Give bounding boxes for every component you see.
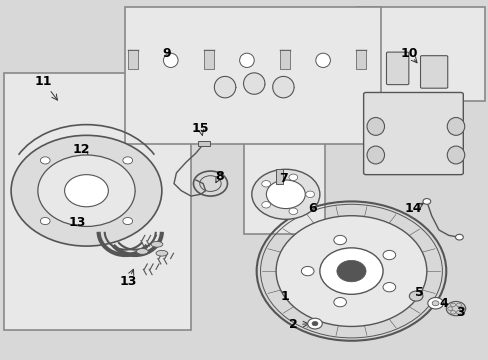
FancyBboxPatch shape	[386, 52, 408, 85]
Circle shape	[288, 208, 297, 215]
Text: 6: 6	[307, 202, 316, 215]
Ellipse shape	[151, 242, 163, 247]
Ellipse shape	[366, 117, 384, 135]
Circle shape	[41, 157, 50, 164]
Circle shape	[455, 234, 462, 240]
Circle shape	[333, 235, 346, 245]
Circle shape	[261, 202, 270, 208]
Text: 12: 12	[73, 143, 90, 156]
Bar	[125, 7, 380, 144]
Text: 7: 7	[279, 172, 287, 185]
Ellipse shape	[239, 53, 254, 67]
Text: 3: 3	[456, 306, 464, 319]
Bar	[280, 50, 289, 69]
Text: 2: 2	[288, 318, 297, 331]
Bar	[356, 7, 484, 102]
Circle shape	[261, 181, 270, 187]
Ellipse shape	[136, 249, 148, 254]
Circle shape	[431, 301, 438, 306]
Ellipse shape	[214, 76, 235, 98]
Circle shape	[333, 297, 346, 307]
Circle shape	[251, 169, 319, 219]
Circle shape	[422, 199, 430, 204]
FancyBboxPatch shape	[420, 56, 447, 88]
Circle shape	[456, 303, 460, 307]
Text: 10: 10	[399, 47, 417, 60]
Circle shape	[64, 175, 108, 207]
Bar	[276, 169, 283, 184]
Text: 8: 8	[214, 170, 223, 183]
Text: 15: 15	[192, 122, 209, 135]
Bar	[4, 73, 191, 330]
Text: 4: 4	[439, 297, 447, 310]
Circle shape	[447, 307, 452, 310]
Text: 13: 13	[119, 275, 136, 288]
Bar	[244, 141, 324, 234]
Text: 9: 9	[162, 47, 171, 60]
Ellipse shape	[272, 76, 293, 98]
Bar	[127, 50, 137, 69]
Circle shape	[305, 191, 314, 198]
Circle shape	[11, 135, 162, 246]
Text: 14: 14	[404, 202, 422, 215]
Text: 5: 5	[414, 286, 423, 299]
Circle shape	[276, 216, 426, 327]
Circle shape	[336, 260, 366, 282]
Circle shape	[408, 291, 422, 301]
Circle shape	[288, 174, 297, 180]
Ellipse shape	[315, 53, 330, 67]
Text: 11: 11	[35, 75, 52, 88]
Ellipse shape	[156, 250, 167, 256]
Circle shape	[382, 283, 395, 292]
FancyBboxPatch shape	[363, 93, 462, 175]
Circle shape	[266, 180, 305, 208]
Bar	[203, 50, 213, 69]
Ellipse shape	[447, 117, 464, 135]
Circle shape	[307, 318, 322, 329]
Circle shape	[382, 250, 395, 260]
Bar	[356, 50, 366, 69]
Circle shape	[427, 297, 443, 309]
Circle shape	[319, 248, 382, 294]
Bar	[198, 141, 210, 146]
Circle shape	[122, 157, 132, 164]
Ellipse shape	[366, 146, 384, 164]
Circle shape	[458, 307, 463, 310]
Circle shape	[38, 155, 135, 226]
Circle shape	[456, 311, 460, 314]
Circle shape	[301, 266, 313, 276]
Circle shape	[446, 301, 465, 316]
Circle shape	[122, 217, 132, 225]
Circle shape	[450, 303, 455, 307]
Text: 1: 1	[280, 289, 288, 303]
Circle shape	[41, 217, 50, 225]
Circle shape	[311, 321, 317, 326]
Ellipse shape	[447, 146, 464, 164]
Ellipse shape	[163, 53, 178, 67]
Circle shape	[450, 311, 455, 314]
Ellipse shape	[243, 73, 264, 94]
Text: 13: 13	[68, 216, 85, 229]
